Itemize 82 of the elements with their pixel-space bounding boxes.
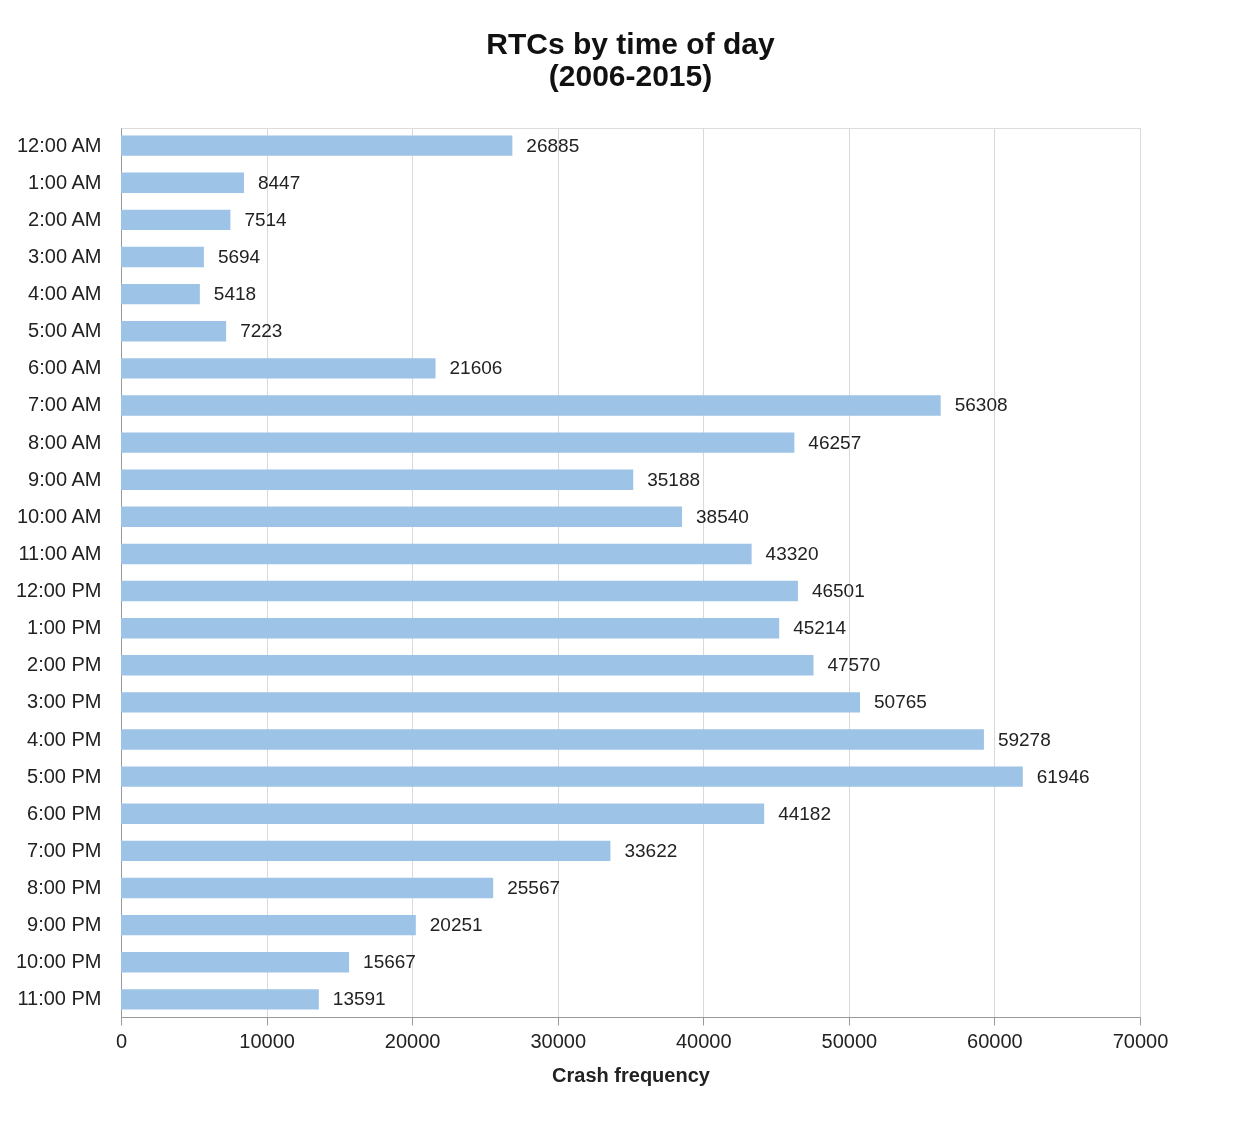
- bar: [121, 914, 416, 936]
- x-tick-label: 50000: [821, 1029, 878, 1052]
- data-label: 47570: [827, 654, 881, 676]
- y-tick-label: 12:00 PM: [15, 579, 102, 602]
- data-label: 46501: [811, 580, 865, 602]
- y-tick-label: 2:00 PM: [27, 653, 102, 676]
- bar: [121, 469, 634, 490]
- data-label: 20251: [429, 914, 483, 936]
- data-label: 5418: [213, 283, 257, 305]
- bar: [121, 655, 814, 676]
- bar: [121, 803, 765, 824]
- y-tick-label: 10:00 AM: [16, 504, 102, 527]
- bar: [121, 543, 752, 565]
- bar: [121, 432, 795, 453]
- y-tick-label: 5:00 PM: [27, 764, 102, 787]
- bar: [121, 840, 611, 862]
- data-label: 8447: [257, 171, 301, 193]
- y-tick-label: 10:00 PM: [15, 950, 102, 973]
- bar: [121, 283, 200, 305]
- data-label: 26885: [526, 134, 580, 156]
- bar: [121, 617, 780, 639]
- data-label: 13591: [332, 988, 386, 1010]
- data-label: 38540: [696, 505, 749, 527]
- bar: [121, 135, 513, 156]
- x-tick-label: 40000: [675, 1029, 732, 1052]
- y-tick-label: 8:00 PM: [27, 876, 102, 899]
- y-tick-label: 5:00 AM: [28, 319, 102, 342]
- y-tick-label: 9:00 AM: [28, 467, 102, 490]
- data-label: 5694: [217, 245, 261, 267]
- bar: [121, 506, 683, 528]
- y-tick-label: 4:00 PM: [27, 727, 102, 750]
- bar: [121, 209, 231, 231]
- bar: [121, 246, 204, 268]
- y-tick-label: 12:00 AM: [16, 133, 102, 156]
- data-label: 21606: [449, 357, 503, 379]
- data-label: 25567: [507, 877, 561, 899]
- y-tick-label: 1:00 AM: [28, 170, 102, 193]
- data-label: 15667: [363, 951, 416, 973]
- y-tick-label: 3:00 PM: [27, 690, 102, 713]
- bar: [121, 989, 319, 1010]
- bar: [121, 952, 350, 973]
- data-label: 61946: [1036, 765, 1090, 787]
- bar: [121, 877, 494, 899]
- y-tick-label: 4:00 AM: [28, 282, 102, 305]
- data-label: 44182: [778, 802, 832, 824]
- data-label: 56308: [954, 394, 1008, 416]
- data-label: 45214: [793, 617, 847, 639]
- y-tick-label: 11:00 PM: [17, 987, 102, 1010]
- data-label: 7514: [244, 208, 288, 230]
- data-label: 35188: [647, 468, 701, 490]
- data-label: 33622: [624, 839, 678, 861]
- y-tick-label: 1:00 PM: [27, 616, 102, 639]
- bar: [121, 692, 860, 713]
- data-label: 43320: [765, 542, 819, 564]
- data-label: 50765: [873, 691, 927, 713]
- x-axis-title: Crash frequency: [552, 1063, 711, 1086]
- x-tick-label: 20000: [384, 1029, 441, 1052]
- y-tick-label: 9:00 PM: [27, 913, 102, 936]
- y-tick-label: 6:00 PM: [27, 801, 102, 824]
- y-tick-label: 2:00 AM: [28, 207, 102, 230]
- y-tick-label: 6:00 AM: [28, 356, 102, 379]
- data-label: 59278: [997, 728, 1051, 750]
- y-tick-label: 7:00 PM: [27, 838, 102, 861]
- x-tick-label: 0: [115, 1029, 128, 1052]
- x-tick-label: 60000: [967, 1029, 1023, 1052]
- x-tick-label: 30000: [530, 1029, 587, 1052]
- bar: [121, 729, 984, 750]
- y-tick-label: 11:00 AM: [18, 541, 102, 564]
- bar: [121, 580, 798, 602]
- y-tick-label: 7:00 AM: [28, 393, 102, 416]
- data-label: 7223: [240, 320, 283, 342]
- bar: [121, 172, 244, 193]
- chart-title: RTCs by time of day (2006-2015): [486, 27, 775, 92]
- x-tick-label: 10000: [239, 1029, 295, 1052]
- bar: [121, 321, 227, 342]
- bar: [121, 358, 436, 379]
- x-tick-label: 70000: [1112, 1029, 1169, 1052]
- data-label: 46257: [808, 431, 862, 453]
- y-tick-label: 8:00 AM: [28, 430, 102, 453]
- bar: [121, 766, 1023, 787]
- bar: [121, 395, 941, 416]
- y-tick-label: 3:00 AM: [28, 244, 102, 267]
